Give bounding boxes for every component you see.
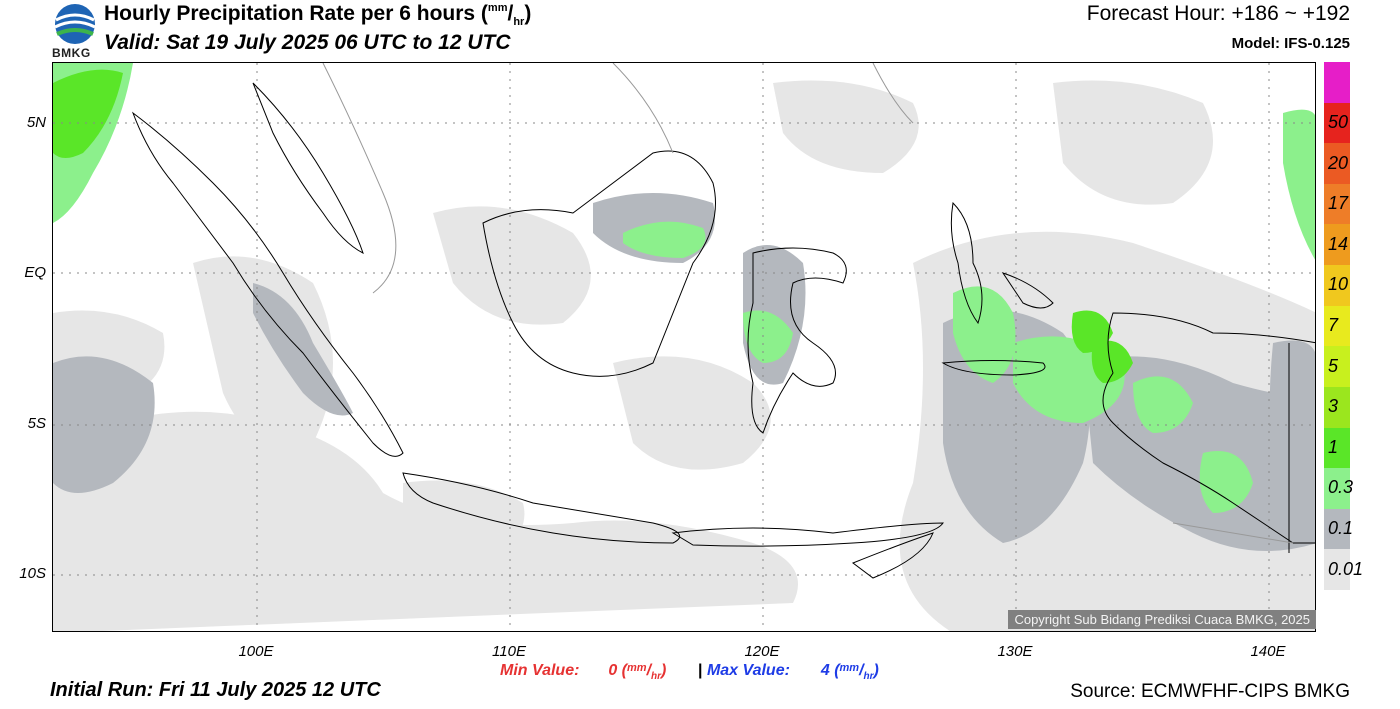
bmkg-logo [50, 2, 100, 60]
colorbar-segment [1324, 508, 1350, 550]
neighbor-coastlines [322, 63, 1294, 544]
colorbar-label: 0.3 [1328, 477, 1354, 498]
grid-lines [53, 63, 1315, 631]
colorbar-segment [1324, 102, 1350, 144]
lat-label-10s: 10S [19, 565, 46, 582]
map-title: Hourly Precipitation Rate per 6 hours (m… [104, 2, 532, 29]
min-value: 0 [608, 662, 618, 679]
colorbar-segment [1324, 305, 1350, 347]
colorbar-segment [1324, 386, 1350, 429]
colorbar-segment [1324, 427, 1350, 469]
colorbar-segment [1324, 265, 1350, 307]
logo-text: BMKG [52, 46, 91, 60]
min-value-display: Min Value: 0 (mm/hr) [500, 662, 667, 683]
title-unit-num: mm [487, 2, 508, 14]
copyright-notice: Copyright Sub Bidang Prediksi Cuaca BMKG… [1008, 610, 1316, 629]
colorbar-label: 0.1 [1328, 518, 1354, 539]
initial-run: Initial Run: Fri 11 July 2025 12 UTC [50, 679, 381, 701]
colorbar-label: 50 [1328, 111, 1349, 132]
colorbar [1324, 62, 1350, 591]
lat-label-5s: 5S [27, 415, 46, 432]
max-value-display: | Max Value: 4 (mm/hr) [698, 662, 879, 683]
colorbar-label: 10 [1328, 274, 1349, 295]
precipitation-map [52, 62, 1316, 632]
colorbar-label: 17 [1328, 193, 1349, 214]
colorbar-label: 1 [1328, 436, 1339, 457]
max-unit-den: hr [863, 671, 874, 683]
colorbar-segment [1324, 549, 1350, 591]
min-unit-num: mm [627, 662, 647, 674]
max-value: 4 [820, 662, 830, 679]
title-unit-den: hr [513, 16, 525, 29]
colorbar-label: 14 [1328, 233, 1349, 254]
very-heavy-rain-layer [53, 69, 1133, 383]
colorbar-segment [1324, 62, 1350, 104]
forecast-hour: Forecast Hour: +186 ~ +192 [1086, 2, 1350, 25]
colorbar-segment [1324, 183, 1350, 225]
data-source: Source: ECMWFHF-CIPS BMKG [1070, 681, 1350, 702]
colorbar-label: 7 [1328, 315, 1339, 335]
colorbar-segment [1324, 143, 1350, 185]
model-name: Model: IFS-0.125 [1231, 35, 1350, 52]
lon-label-120e: 120E [744, 643, 780, 660]
max-unit-num: mm [839, 662, 860, 674]
lon-label-100e: 100E [238, 643, 274, 660]
colorbar-segment [1324, 468, 1350, 510]
lon-label-110e: 110E [492, 643, 526, 660]
lat-label-5n: 5N [26, 114, 46, 131]
colorbar-label: 3 [1328, 396, 1339, 417]
min-label: Min Value: [500, 662, 580, 679]
max-label: Max Value: [706, 662, 790, 679]
colorbar-label: 0.01 [1328, 558, 1364, 579]
lon-label-130e: 130E [997, 643, 1033, 660]
coastlines [131, 82, 1315, 579]
map-svg [53, 63, 1315, 631]
colorbar-segment [1324, 224, 1350, 266]
separator: | [698, 662, 703, 679]
colorbar-label: 20 [1328, 152, 1349, 173]
lat-label-eq: EQ [24, 264, 46, 281]
lon-label-140e: 140E [1250, 643, 1286, 660]
colorbar-segment [1324, 346, 1350, 388]
min-unit-den: hr [651, 671, 662, 683]
valid-time: Valid: Sat 19 July 2025 06 UTC to 12 UTC [104, 31, 511, 54]
colorbar-label: 5 [1328, 355, 1339, 376]
title-text: Hourly Precipitation Rate per 6 hours [104, 2, 476, 25]
